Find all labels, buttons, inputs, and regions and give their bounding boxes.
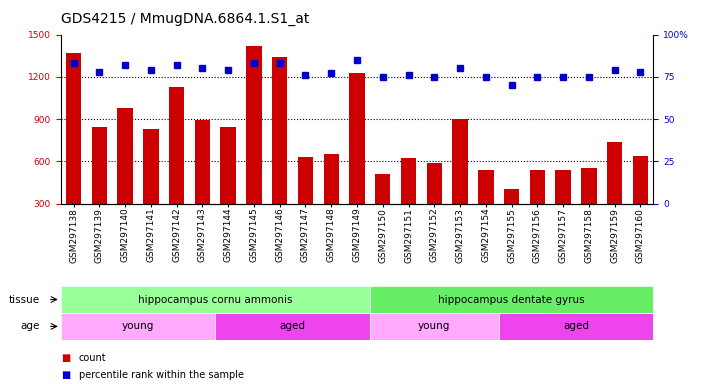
Text: ■: ■ bbox=[61, 370, 70, 380]
Text: aged: aged bbox=[563, 321, 589, 331]
Bar bbox=[323, 154, 339, 246]
Bar bbox=[169, 87, 184, 246]
Bar bbox=[272, 57, 288, 246]
Text: hippocampus cornu ammonis: hippocampus cornu ammonis bbox=[138, 295, 293, 305]
Bar bbox=[66, 53, 81, 246]
Bar bbox=[117, 108, 133, 246]
Bar bbox=[530, 170, 545, 246]
Bar bbox=[143, 129, 159, 246]
Bar bbox=[195, 121, 210, 246]
Bar bbox=[633, 156, 648, 246]
Bar bbox=[216, 313, 370, 340]
Bar bbox=[370, 286, 653, 313]
Text: count: count bbox=[79, 353, 106, 363]
Text: age: age bbox=[21, 321, 40, 331]
Bar bbox=[478, 170, 493, 246]
Bar bbox=[349, 73, 365, 246]
Bar bbox=[91, 127, 107, 246]
Bar bbox=[607, 142, 623, 246]
Bar bbox=[370, 313, 498, 340]
Bar bbox=[246, 46, 261, 246]
Text: ■: ■ bbox=[61, 353, 70, 363]
Text: percentile rank within the sample: percentile rank within the sample bbox=[79, 370, 243, 380]
Text: young: young bbox=[122, 321, 154, 331]
Bar bbox=[401, 159, 416, 246]
Bar bbox=[453, 119, 468, 246]
Bar bbox=[581, 168, 597, 246]
Bar bbox=[504, 189, 519, 246]
Text: GDS4215 / MmugDNA.6864.1.S1_at: GDS4215 / MmugDNA.6864.1.S1_at bbox=[61, 12, 309, 25]
Text: aged: aged bbox=[280, 321, 306, 331]
Text: young: young bbox=[418, 321, 451, 331]
Bar bbox=[498, 313, 653, 340]
Bar bbox=[555, 170, 571, 246]
Bar bbox=[221, 127, 236, 246]
Bar bbox=[61, 286, 370, 313]
Bar bbox=[426, 163, 442, 246]
Bar bbox=[298, 157, 313, 246]
Text: tissue: tissue bbox=[9, 295, 40, 305]
Bar bbox=[61, 313, 216, 340]
Text: hippocampus dentate gyrus: hippocampus dentate gyrus bbox=[438, 295, 585, 305]
Bar bbox=[375, 174, 391, 246]
